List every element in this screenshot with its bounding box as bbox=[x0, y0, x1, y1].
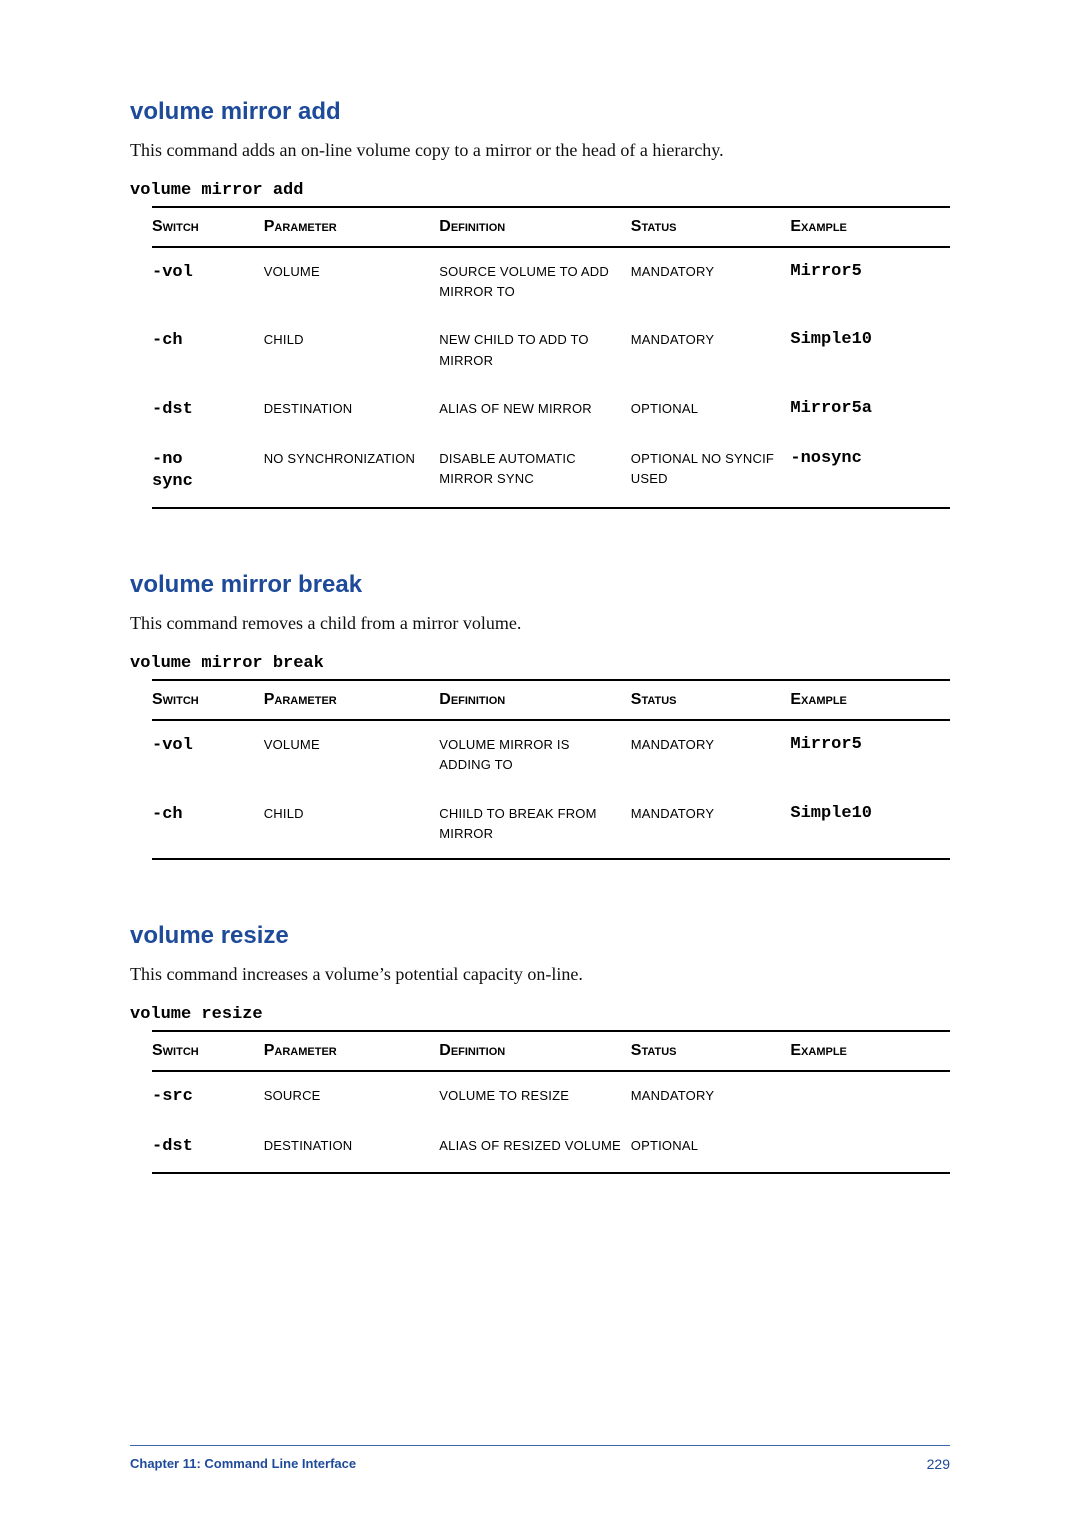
table-row: -dst destination alias of new mirror opt… bbox=[152, 385, 950, 435]
cell-status: mandatory bbox=[631, 316, 791, 384]
col-header-switch: Switch bbox=[152, 680, 264, 720]
cell-def: new child to add to mirror bbox=[439, 316, 631, 384]
table-volume-mirror-break: Switch Parameter Definition Status Examp… bbox=[152, 679, 950, 860]
table-volume-resize: Switch Parameter Definition Status Examp… bbox=[152, 1030, 950, 1174]
cell-param: volume bbox=[264, 720, 440, 789]
table-row: -dst destination alias of resized volume… bbox=[152, 1122, 950, 1173]
cell-status: optional bbox=[631, 385, 791, 435]
code-label: volume mirror add bbox=[130, 181, 950, 200]
cell-example bbox=[790, 1071, 950, 1122]
cell-switch: -ch bbox=[152, 316, 264, 384]
table-header-row: Switch Parameter Definition Status Examp… bbox=[152, 207, 950, 247]
cell-example: Mirror5a bbox=[790, 385, 950, 435]
cell-example: Mirror5 bbox=[790, 720, 950, 789]
col-header-example: Example bbox=[790, 680, 950, 720]
table-volume-mirror-add: Switch Parameter Definition Status Examp… bbox=[152, 206, 950, 509]
section-volume-resize: volume resize This command increases a v… bbox=[130, 922, 950, 1174]
cell-status: optional bbox=[631, 1122, 791, 1173]
cell-switch: -vol bbox=[152, 247, 264, 316]
page-footer: Chapter 11: Command Line Interface 229 bbox=[130, 1445, 950, 1472]
col-header-definition: Definition bbox=[439, 207, 631, 247]
footer-page-number: 229 bbox=[927, 1456, 950, 1472]
col-header-status: Status bbox=[631, 207, 791, 247]
code-label: volume mirror break bbox=[130, 654, 950, 673]
cell-status: mandatory bbox=[631, 1071, 791, 1122]
section-title: volume mirror add bbox=[130, 98, 950, 126]
table-row: -vol volume source volume to add mirror … bbox=[152, 247, 950, 316]
col-header-switch: Switch bbox=[152, 1031, 264, 1071]
table-header-row: Switch Parameter Definition Status Examp… bbox=[152, 1031, 950, 1071]
section-volume-mirror-break: volume mirror break This command removes… bbox=[130, 571, 950, 860]
col-header-parameter: Parameter bbox=[264, 1031, 440, 1071]
col-header-status: Status bbox=[631, 680, 791, 720]
cell-status: optional no syncif used bbox=[631, 435, 791, 508]
cell-def: alias of new mirror bbox=[439, 385, 631, 435]
table-row: -ch child chiild to break from mirror ma… bbox=[152, 790, 950, 859]
cell-param: destination bbox=[264, 385, 440, 435]
cell-param: child bbox=[264, 316, 440, 384]
col-header-parameter: Parameter bbox=[264, 207, 440, 247]
cell-def: chiild to break from mirror bbox=[439, 790, 631, 859]
cell-def: disable automatic mirror sync bbox=[439, 435, 631, 508]
col-header-definition: Definition bbox=[439, 680, 631, 720]
cell-param: no synchronization bbox=[264, 435, 440, 508]
cell-switch: -dst bbox=[152, 385, 264, 435]
table-row: -ch child new child to add to mirror man… bbox=[152, 316, 950, 384]
footer-chapter: Chapter 11: Command Line Interface bbox=[130, 1456, 356, 1472]
section-description: This command adds an on-line volume copy… bbox=[130, 138, 950, 163]
cell-example: Simple10 bbox=[790, 316, 950, 384]
table-row: -no sync no synchronization disable auto… bbox=[152, 435, 950, 508]
cell-param: destination bbox=[264, 1122, 440, 1173]
table-row: -src source volume to resize mandatory bbox=[152, 1071, 950, 1122]
cell-example: Mirror5 bbox=[790, 247, 950, 316]
table-header-row: Switch Parameter Definition Status Examp… bbox=[152, 680, 950, 720]
col-header-status: Status bbox=[631, 1031, 791, 1071]
col-header-example: Example bbox=[790, 1031, 950, 1071]
section-title: volume resize bbox=[130, 922, 950, 950]
cell-def: volume mirror is adding to bbox=[439, 720, 631, 789]
cell-param: source bbox=[264, 1071, 440, 1122]
cell-status: mandatory bbox=[631, 247, 791, 316]
section-description: This command increases a volume’s potent… bbox=[130, 962, 950, 987]
cell-switch: -no sync bbox=[152, 435, 264, 508]
cell-status: mandatory bbox=[631, 790, 791, 859]
col-header-switch: Switch bbox=[152, 207, 264, 247]
col-header-definition: Definition bbox=[439, 1031, 631, 1071]
cell-example: -nosync bbox=[790, 435, 950, 508]
section-title: volume mirror break bbox=[130, 571, 950, 599]
section-volume-mirror-add: volume mirror add This command adds an o… bbox=[130, 98, 950, 509]
cell-example: Simple10 bbox=[790, 790, 950, 859]
cell-switch: -ch bbox=[152, 790, 264, 859]
cell-param: child bbox=[264, 790, 440, 859]
code-label: volume resize bbox=[130, 1005, 950, 1024]
cell-switch: -dst bbox=[152, 1122, 264, 1173]
cell-def: volume to resize bbox=[439, 1071, 631, 1122]
cell-switch: -src bbox=[152, 1071, 264, 1122]
col-header-parameter: Parameter bbox=[264, 680, 440, 720]
cell-example bbox=[790, 1122, 950, 1173]
cell-status: mandatory bbox=[631, 720, 791, 789]
cell-param: volume bbox=[264, 247, 440, 316]
cell-def: alias of resized volume bbox=[439, 1122, 631, 1173]
cell-switch: -vol bbox=[152, 720, 264, 789]
table-row: -vol volume volume mirror is adding to m… bbox=[152, 720, 950, 789]
cell-def: source volume to add mirror to bbox=[439, 247, 631, 316]
col-header-example: Example bbox=[790, 207, 950, 247]
section-description: This command removes a child from a mirr… bbox=[130, 611, 950, 636]
